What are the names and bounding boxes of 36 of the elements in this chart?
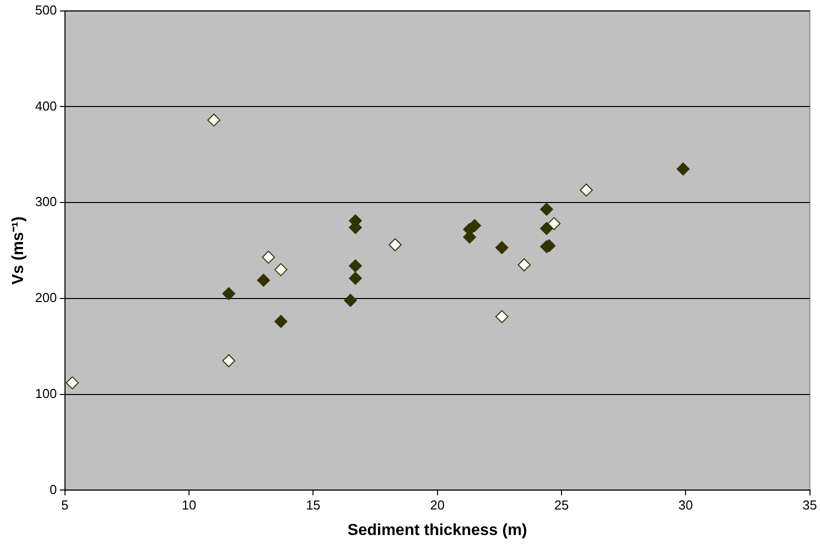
point	[495, 310, 508, 324]
y-tick-label: 200	[35, 290, 57, 306]
x-tick-label: 20	[430, 498, 445, 513]
point	[518, 258, 531, 272]
point	[222, 354, 236, 368]
x-tick-label: 35	[802, 498, 818, 513]
x-tick-label: 30	[678, 498, 693, 513]
x-tick-label: 15	[306, 498, 320, 513]
point	[468, 219, 482, 232]
point	[207, 114, 220, 127]
point	[548, 217, 561, 230]
y-tick-label: 0	[50, 482, 57, 497]
y-axis-title: Vs (ms⁻¹)	[10, 216, 28, 285]
point	[580, 184, 593, 197]
point	[348, 259, 362, 272]
point	[540, 222, 554, 235]
point	[66, 376, 79, 390]
point	[257, 274, 270, 287]
point	[222, 287, 236, 300]
x-axis-title: Sediment thickness (m)	[348, 522, 528, 539]
point	[676, 162, 690, 176]
point	[348, 272, 362, 285]
point	[274, 314, 288, 328]
x-tick-label: 5	[61, 498, 69, 513]
y-tick-label: 100	[35, 386, 57, 401]
x-tick-label: 25	[554, 498, 569, 513]
y-tick-label: 400	[35, 98, 57, 114]
point	[388, 238, 402, 252]
y-tick-label: 500	[35, 2, 57, 18]
point	[344, 294, 357, 307]
x-tick-label: 10	[182, 498, 196, 513]
point	[540, 202, 554, 216]
point	[274, 263, 288, 276]
point	[495, 241, 508, 254]
point	[262, 250, 275, 264]
y-tick-label: 300	[35, 194, 57, 210]
